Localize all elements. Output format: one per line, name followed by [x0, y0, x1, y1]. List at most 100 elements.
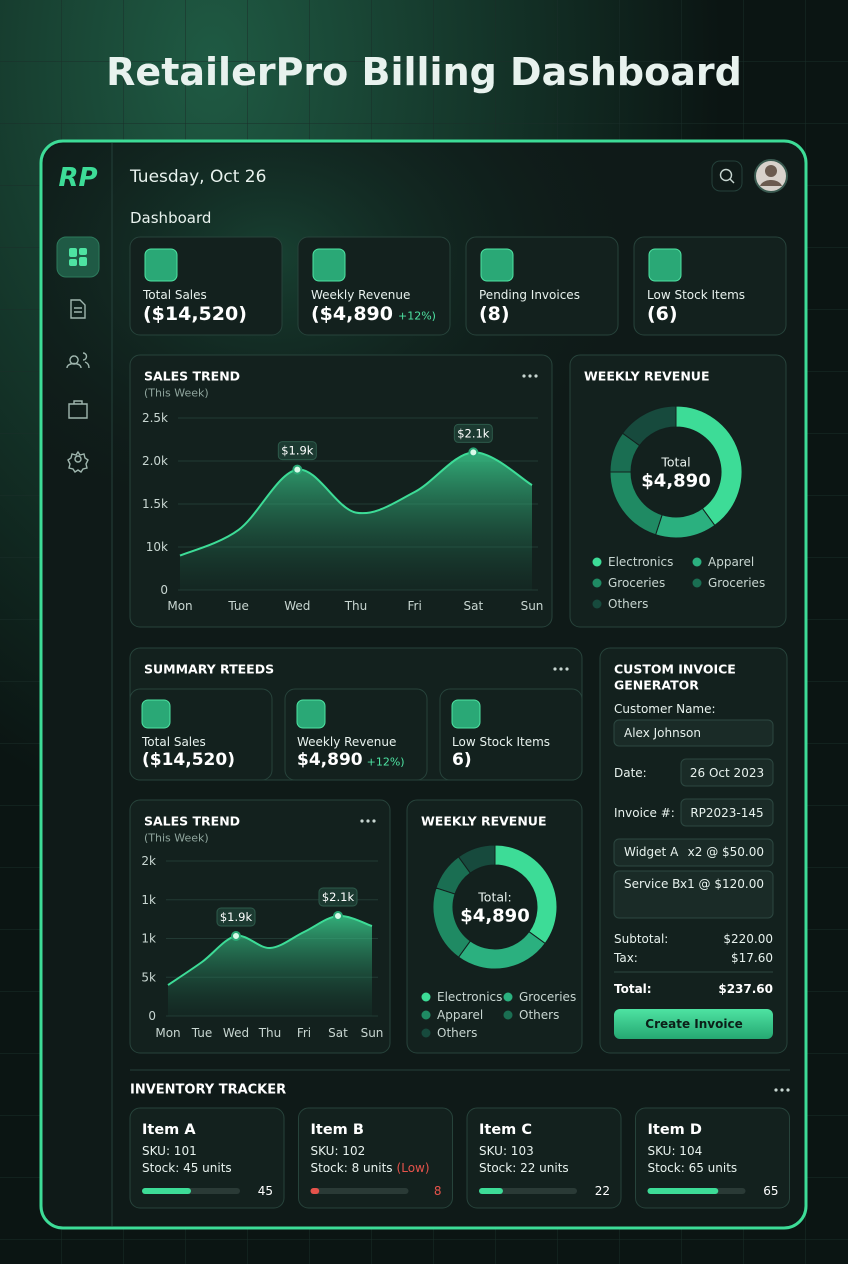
item-stock: Stock: 8 units	[311, 1161, 393, 1175]
legend-label: Electronics	[437, 990, 502, 1004]
y-tick-label: 1k	[141, 893, 156, 907]
nav-inventory[interactable]	[68, 400, 88, 419]
legend-label: Groceries	[608, 576, 665, 590]
menu-dot	[786, 1088, 790, 1092]
x-tick-label: Wed	[223, 1026, 249, 1040]
value-label-bg	[277, 441, 317, 461]
y-tick-label: 0	[148, 1009, 156, 1023]
stock-bar	[310, 1188, 320, 1194]
y-tick-label: 2.5k	[142, 411, 168, 425]
input-value: Alex Johnson	[624, 726, 701, 740]
x-tick-label: Sat	[463, 599, 483, 613]
legend-label: Apparel	[437, 1008, 483, 1022]
item-name: Item C	[479, 1122, 532, 1138]
legend-label: Groceries	[519, 990, 576, 1004]
input-value: RP2023-145	[690, 806, 763, 820]
summary-label: Weekly Revenue	[297, 735, 396, 749]
item-name: Item B	[311, 1122, 364, 1138]
area-fill	[180, 452, 532, 590]
tax-label: Tax:	[613, 951, 638, 965]
chart-subtitle: (This Week)	[144, 387, 209, 400]
legend-label: Others	[519, 1008, 559, 1022]
subtotal: $220.00	[723, 932, 773, 946]
value-label: $1.9k	[220, 910, 253, 924]
item-sku: SKU: 103	[479, 1144, 534, 1158]
nav-customers[interactable]	[66, 352, 90, 369]
menu-dot	[366, 819, 370, 823]
legend-swatch	[592, 599, 602, 609]
date-input[interactable]	[680, 758, 774, 787]
section-title: INVENTORY TRACKER	[130, 1083, 286, 1098]
total: $237.60	[718, 982, 773, 996]
stat-value: (8)	[479, 303, 510, 325]
stat-label: Total Sales	[142, 288, 207, 302]
legend-label: Others	[608, 597, 648, 611]
y-tick-label: 1k	[141, 932, 156, 946]
value-label-bg	[216, 907, 256, 927]
inventory-card	[129, 1107, 285, 1209]
item-note: (Low)	[397, 1161, 430, 1175]
nav-invoices[interactable]	[70, 299, 86, 319]
search-button[interactable]	[711, 160, 743, 192]
donut-segment	[457, 844, 496, 874]
nav-dashboard[interactable]	[56, 236, 100, 278]
item-name: Widget A	[624, 845, 679, 859]
panel-title: SUMMARY RTEEDS	[144, 662, 274, 677]
legend-swatch	[592, 578, 602, 588]
y-tick-label: 0	[160, 583, 168, 597]
legend-swatch	[421, 1028, 431, 1038]
field-label: Date:	[614, 766, 647, 780]
line-item[interactable]	[613, 838, 774, 867]
item-stock: Stock: 45 units	[142, 1161, 232, 1175]
stat-value: ($14,520)	[143, 303, 247, 325]
page-title: RetailerPro Billing Dashboard	[106, 50, 742, 94]
menu-dot	[553, 667, 557, 671]
button-label: Create Invoice	[645, 1017, 742, 1031]
item-sku: SKU: 104	[648, 1144, 703, 1158]
y-tick-label: 10k	[146, 540, 168, 554]
section-title: Dashboard	[130, 209, 211, 227]
item-name: Service B	[624, 877, 680, 891]
inventory-card	[298, 1107, 453, 1209]
data-point	[333, 911, 343, 921]
chart-title: SALES TREND	[144, 369, 240, 384]
card-icon	[648, 248, 682, 282]
inventory-card	[466, 1107, 622, 1209]
item-detail: x1 @ $120.00	[680, 877, 764, 891]
summary-value: ($14,520)	[142, 750, 235, 770]
avatar-head	[765, 165, 777, 177]
stock-track	[479, 1188, 577, 1194]
legend-swatch	[421, 992, 431, 1002]
customer-input[interactable]	[613, 719, 774, 747]
x-tick-label: Sun	[521, 599, 544, 613]
area-fill	[168, 915, 372, 1016]
donut-center-value: $4,890	[641, 471, 710, 492]
value-label: $2.1k	[457, 426, 490, 440]
donut-center-label: Total	[660, 455, 690, 470]
stock-track	[310, 1188, 409, 1194]
donut-center-value: $4,890	[460, 906, 529, 927]
date: Tuesday, Oct 26	[129, 167, 266, 187]
card-icon	[451, 699, 481, 729]
legend-swatch	[692, 578, 702, 588]
number-input[interactable]	[680, 798, 774, 827]
menu-dot	[534, 374, 538, 378]
legend-label: Others	[437, 1026, 477, 1040]
stock-value: 22	[595, 1184, 610, 1198]
data-point	[468, 447, 479, 458]
nav-settings[interactable]	[67, 450, 89, 473]
summary-value: $4,890	[297, 750, 363, 770]
item-name: Item D	[648, 1122, 702, 1138]
data-point	[292, 464, 303, 475]
menu-dot	[372, 819, 376, 823]
stock-bar	[647, 1188, 719, 1194]
x-tick-label: Fri	[408, 599, 422, 613]
create-invoice-button[interactable]	[614, 1009, 773, 1039]
settings-center	[74, 455, 82, 463]
card-icon	[296, 699, 326, 729]
legend-swatch	[692, 557, 702, 567]
menu-dot	[780, 1088, 784, 1092]
y-tick-label: 1.5k	[142, 497, 168, 511]
line-item[interactable]	[613, 870, 774, 919]
